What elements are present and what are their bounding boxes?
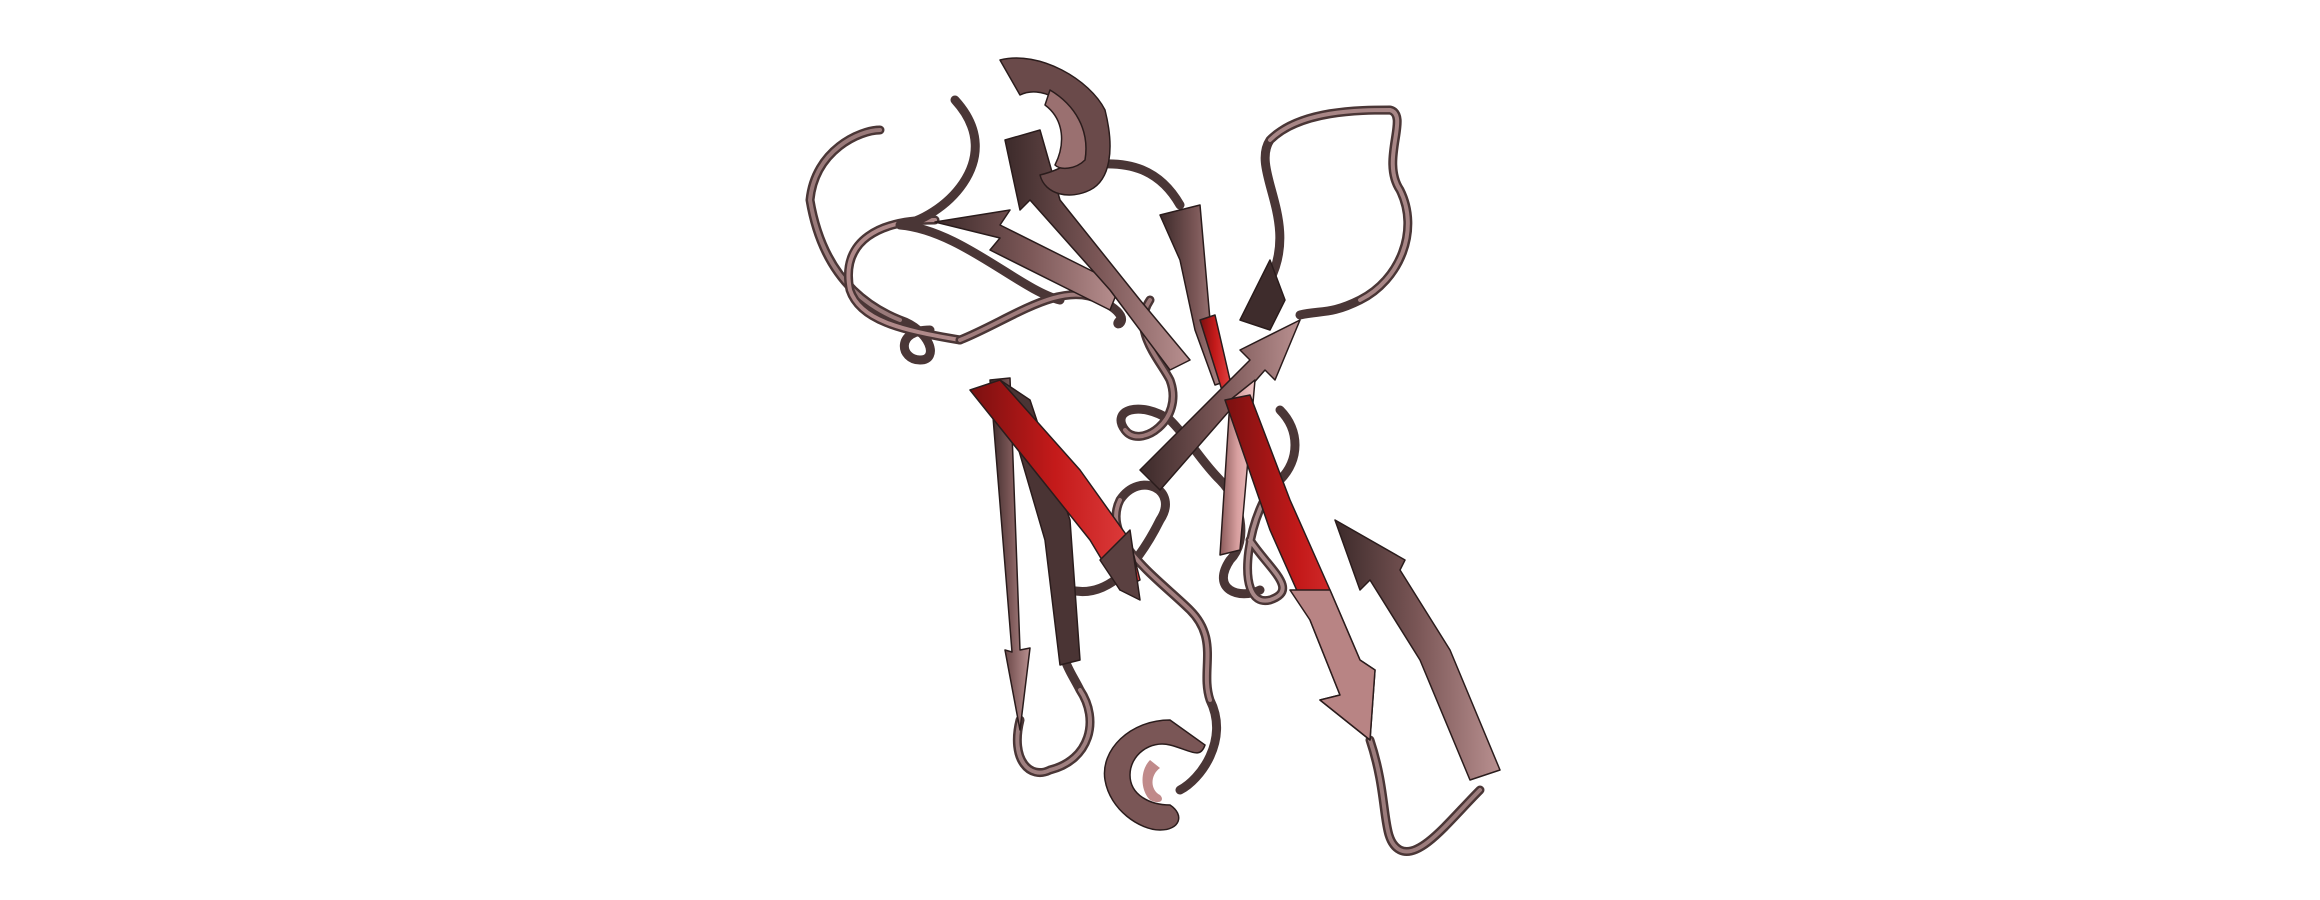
strand-right-upper [1239, 259, 1286, 331]
strand-crossing-diagonal [1139, 319, 1301, 491]
strand-right-long-lower [1289, 589, 1376, 741]
strand-left-red [969, 379, 1141, 591]
loop-top-right-highlight [1268, 108, 1410, 302]
helix-bottom [1103, 719, 1206, 831]
beta-strands [934, 57, 1501, 781]
loop-top-left [805, 125, 935, 365]
helix-bottom-outer [1103, 719, 1206, 831]
strand-far-right [1334, 519, 1501, 781]
loop-left-outer-highlight [846, 218, 962, 342]
loop-top-left-highlight [808, 128, 902, 322]
loop-right-mid-highlight [1245, 478, 1285, 603]
loop-top-right [1260, 105, 1413, 320]
strand-center-left-arrow [1099, 529, 1141, 601]
loop-upper-cross [895, 95, 1065, 305]
helix-bottom-inner [1142, 760, 1162, 803]
loop-bottom-left-highlight [1015, 688, 1092, 775]
helix-top-highlight [1044, 89, 1087, 170]
loop-bottom-right-highlight [1368, 738, 1482, 854]
